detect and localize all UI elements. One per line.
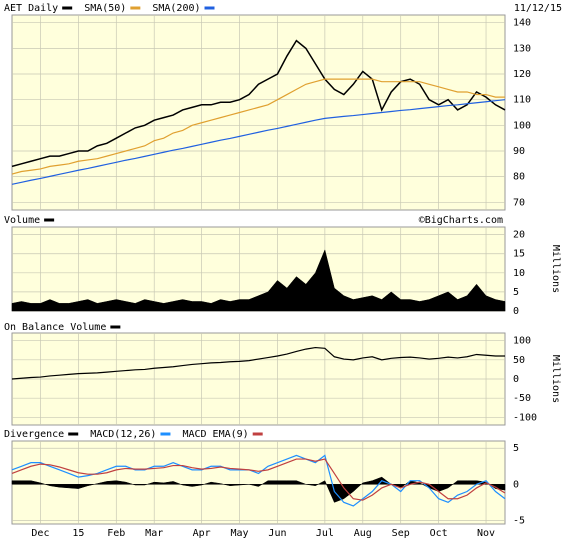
y-tick-label: 140: [513, 18, 531, 29]
y-tick-label: 5: [513, 443, 519, 454]
y-tick-label: 100: [513, 336, 531, 347]
plot-area: [11, 440, 506, 525]
y-tick-label: 80: [513, 172, 525, 183]
plot-area: [11, 14, 506, 211]
y-tick-label: 70: [513, 197, 525, 208]
x-tick-label: Jul: [316, 528, 334, 539]
x-tick-label: Mar: [145, 528, 163, 539]
y-tick-label: 50: [513, 355, 525, 366]
x-tick-label: Oct: [430, 528, 448, 539]
y-tick-label: 110: [513, 95, 531, 106]
legend-label: MACD(12,26): [90, 429, 156, 440]
line: [11, 346, 505, 380]
axis-label: Millions: [550, 245, 561, 293]
y-tick-label: 0: [513, 374, 519, 385]
legend-label: On Balance Volume: [4, 322, 106, 333]
y-tick-label: 90: [513, 146, 525, 157]
y-tick-label: 0: [513, 306, 519, 317]
x-tick-label: May: [231, 528, 249, 539]
y-tick-label: 100: [513, 120, 531, 131]
legend-label: Divergence: [4, 429, 64, 440]
axis-label: Millions: [550, 355, 561, 403]
legend-label: MACD EMA(9): [182, 429, 248, 440]
y-tick-label: 20: [513, 230, 525, 241]
area: [11, 249, 506, 312]
y-tick-label: 10: [513, 268, 525, 279]
legend-label: SMA(200): [152, 3, 200, 14]
x-tick-label: Apr: [193, 528, 211, 539]
x-tick-label: Nov: [477, 528, 495, 539]
x-tick-label: Aug: [354, 528, 372, 539]
x-tick-label: Dec: [31, 528, 49, 539]
line: [11, 458, 506, 501]
y-tick-label: 15: [513, 249, 525, 260]
credit: ©BigCharts.com: [419, 215, 503, 226]
line: [11, 39, 506, 168]
legend-label: SMA(50): [84, 3, 126, 14]
x-tick-label: Jun: [268, 528, 286, 539]
y-tick-label: -50: [513, 393, 531, 404]
date-label: 11/12/15: [514, 3, 562, 14]
legend-label: Volume: [4, 215, 40, 226]
x-tick-label: Sep: [392, 528, 410, 539]
x-tick-label: Feb: [107, 528, 125, 539]
line: [11, 99, 506, 185]
y-tick-label: 120: [513, 69, 531, 80]
y-tick-label: 130: [513, 43, 531, 54]
line: [11, 78, 505, 175]
y-tick-label: 0: [513, 479, 519, 490]
x-tick-label: 15: [72, 528, 84, 539]
y-tick-label: -100: [513, 412, 537, 423]
legend-label: AET Daily: [4, 3, 58, 14]
y-tick-label: 5: [513, 287, 519, 298]
y-tick-label: -5: [513, 515, 525, 526]
